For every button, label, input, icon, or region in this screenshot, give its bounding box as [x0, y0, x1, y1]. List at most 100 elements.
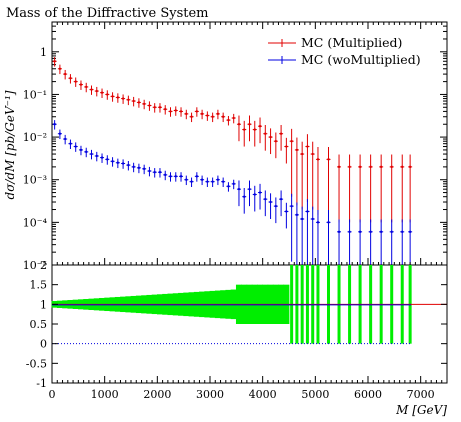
data-point — [274, 140, 278, 143]
data-point — [221, 115, 225, 118]
data-point — [90, 152, 93, 156]
data-point — [390, 230, 393, 234]
legend-label-multiplied: MC (Multiplied) — [301, 35, 402, 50]
ratio-y-tick-label: -0.5 — [26, 357, 47, 370]
data-point — [237, 187, 241, 191]
data-point — [95, 89, 98, 93]
data-point — [90, 88, 93, 91]
x-tick-label: 0 — [49, 388, 56, 401]
x-tick-label: 1000 — [91, 388, 119, 401]
x-tick-label: 7000 — [407, 388, 435, 401]
x-tick-label: 5000 — [301, 388, 329, 401]
data-point — [158, 171, 162, 174]
data-point — [137, 101, 141, 104]
y-tick-label: 1 — [40, 46, 47, 59]
ratio-y-tick-label: -1 — [36, 377, 47, 390]
data-point — [63, 137, 67, 141]
data-point — [100, 156, 104, 159]
ratio-y-tick-label: 1 — [40, 298, 47, 311]
data-point — [269, 135, 272, 139]
data-point — [164, 108, 167, 111]
data-point — [311, 152, 314, 156]
data-point — [179, 110, 183, 113]
main-y-axis: 1 10⁻¹ 10⁻² 10⁻³ 10⁻⁴ 10⁻⁵ — [23, 21, 447, 272]
data-point — [379, 230, 383, 234]
data-point — [169, 175, 172, 178]
data-point — [269, 200, 272, 204]
data-point — [190, 115, 193, 118]
data-point — [306, 145, 309, 148]
y-tick-label: 10⁻⁵ — [23, 259, 47, 272]
data-point — [63, 72, 67, 76]
data-point — [221, 180, 225, 183]
data-point — [200, 178, 204, 181]
chart-title: Mass of the Diffractive System — [6, 6, 209, 21]
data-point — [358, 230, 362, 234]
data-point — [264, 197, 267, 201]
data-point — [111, 95, 114, 98]
data-point — [401, 230, 404, 234]
data-point — [153, 171, 156, 174]
data-point — [95, 154, 98, 158]
data-point — [185, 112, 188, 116]
data-point — [401, 165, 404, 169]
data-point — [327, 158, 330, 161]
data-point — [132, 99, 135, 103]
data-point — [243, 128, 246, 131]
data-point — [195, 110, 199, 113]
data-point — [258, 191, 262, 194]
data-point — [206, 114, 209, 117]
data-point — [85, 150, 88, 154]
data-point — [348, 165, 351, 169]
data-point — [232, 116, 235, 120]
legend-label-womultiplied: MC (woMultiplied) — [301, 52, 421, 67]
data-point — [100, 91, 104, 94]
data-point — [58, 132, 62, 135]
data-point — [127, 98, 130, 101]
main-panel: 1 10⁻¹ 10⁻² 10⁻³ 10⁻⁴ 10⁻⁵ MC (Multiplied) MC… — [3, 21, 448, 272]
data-point — [358, 165, 362, 169]
data-point — [243, 195, 246, 198]
data-point — [79, 83, 83, 86]
data-point — [300, 152, 304, 156]
data-point — [164, 173, 167, 177]
data-point — [206, 180, 209, 183]
data-point — [237, 123, 241, 126]
data-point — [295, 148, 299, 152]
data-point — [69, 142, 72, 145]
data-point — [169, 110, 172, 113]
data-point — [211, 115, 214, 118]
x-tick-label: 6000 — [354, 388, 382, 401]
data-point — [174, 109, 177, 112]
y-tick-label: 10⁻⁴ — [23, 216, 48, 229]
data-point — [137, 166, 141, 170]
data-point — [227, 118, 230, 122]
data-point — [85, 85, 88, 89]
y-tick-label: 10⁻¹ — [23, 88, 47, 101]
data-point — [295, 213, 299, 217]
data-point — [253, 128, 256, 131]
ratio-y-tick-label: 1.5 — [30, 279, 48, 292]
data-point — [142, 167, 146, 171]
data-point — [121, 162, 125, 165]
data-point — [79, 148, 83, 152]
data-point — [369, 165, 372, 169]
data-point — [316, 221, 320, 224]
data-point — [200, 112, 204, 116]
data-point — [216, 112, 220, 116]
y-tick-label: 10⁻³ — [23, 174, 47, 187]
data-point — [369, 230, 372, 234]
data-point — [390, 165, 393, 169]
ratio-y-tick-label: 2 — [40, 259, 47, 272]
data-point — [185, 178, 188, 181]
data-point — [285, 210, 288, 213]
data-point — [195, 175, 199, 178]
data-point — [274, 204, 278, 208]
data-point — [148, 169, 151, 173]
data-point — [179, 175, 183, 178]
data-point — [190, 180, 193, 183]
data-point — [106, 158, 109, 161]
data-point — [258, 124, 262, 128]
main-series — [52, 57, 413, 265]
